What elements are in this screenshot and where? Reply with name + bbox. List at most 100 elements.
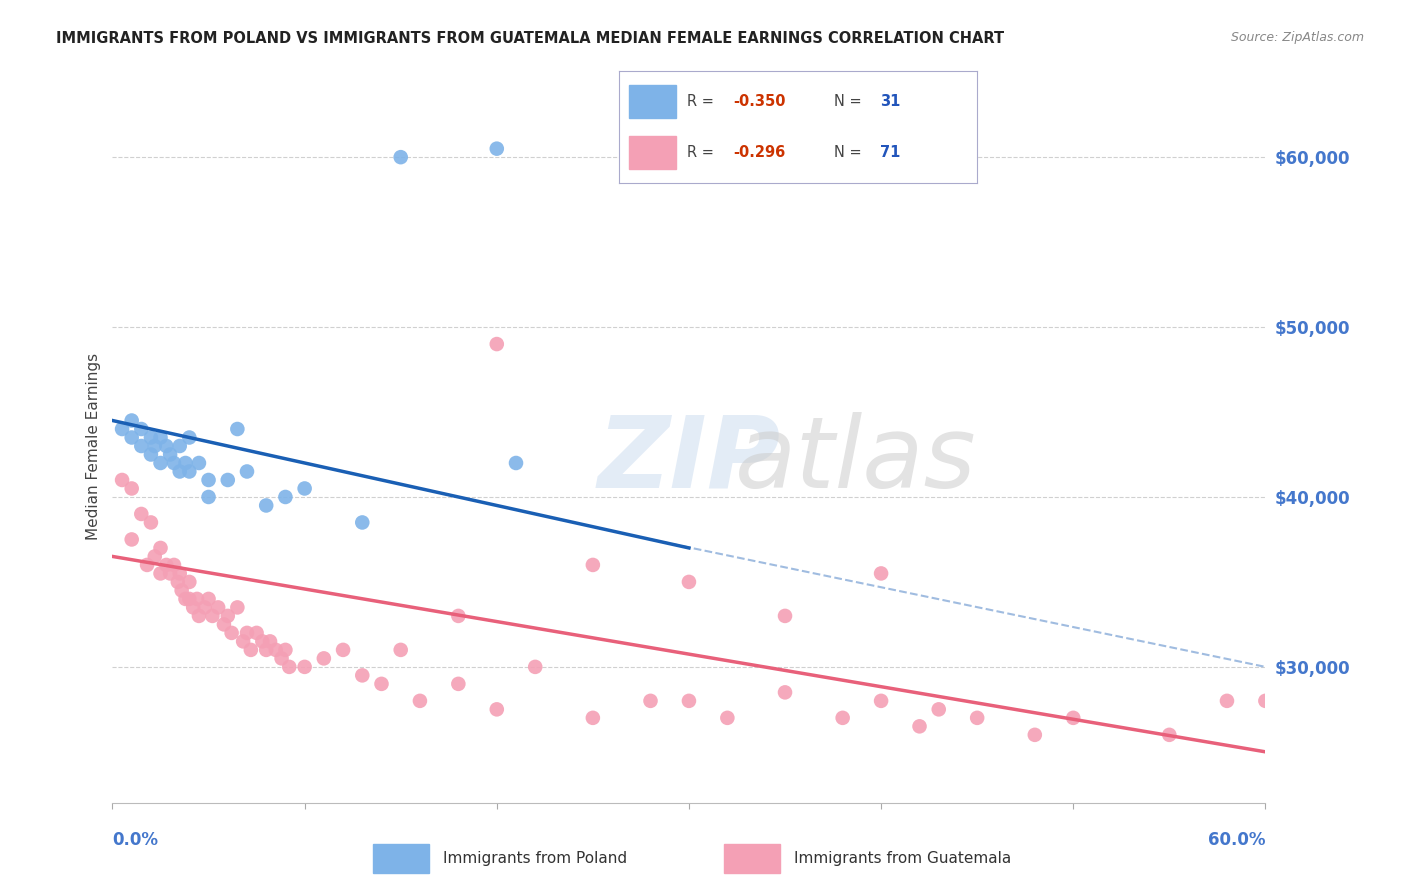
Point — [312, 651, 335, 665]
Point — [129, 439, 153, 453]
Point — [143, 549, 166, 564]
Point — [207, 600, 229, 615]
Point — [389, 643, 412, 657]
Point — [1024, 728, 1046, 742]
Point — [254, 499, 277, 513]
Point — [166, 574, 188, 589]
Point — [582, 711, 605, 725]
Point — [1216, 694, 1239, 708]
Text: -0.296: -0.296 — [734, 145, 786, 161]
Point — [294, 660, 316, 674]
Point — [169, 465, 191, 479]
Point — [716, 711, 738, 725]
Point — [908, 719, 931, 733]
Point — [226, 600, 249, 615]
Point — [181, 600, 204, 615]
Point — [1159, 728, 1181, 742]
Text: Source: ZipAtlas.com: Source: ZipAtlas.com — [1230, 31, 1364, 45]
Point — [187, 608, 211, 623]
Point — [139, 516, 162, 530]
Point — [239, 643, 262, 657]
Point — [129, 422, 153, 436]
Point — [221, 626, 243, 640]
Point — [129, 507, 153, 521]
Point — [773, 608, 796, 623]
Point — [264, 643, 287, 657]
Point — [447, 608, 470, 623]
Text: ZIP: ZIP — [598, 412, 780, 508]
Point — [179, 574, 201, 589]
Point — [169, 439, 191, 453]
Point — [389, 150, 412, 164]
Point — [928, 702, 950, 716]
Point — [245, 626, 267, 640]
Point — [217, 473, 239, 487]
Point — [409, 694, 432, 708]
Point — [149, 430, 172, 444]
Point — [121, 482, 143, 496]
Point — [485, 702, 508, 716]
Y-axis label: Median Female Earnings: Median Female Earnings — [86, 352, 101, 540]
Point — [870, 566, 893, 581]
Point — [194, 600, 217, 615]
Point — [217, 608, 239, 623]
Point — [870, 694, 893, 708]
Point — [197, 591, 219, 606]
Point — [179, 430, 201, 444]
Point — [1062, 711, 1084, 725]
Point — [121, 533, 143, 547]
Point — [370, 677, 392, 691]
Point — [274, 490, 297, 504]
Bar — [630, 85, 676, 119]
Point — [505, 456, 527, 470]
Point — [179, 591, 201, 606]
Point — [163, 558, 186, 572]
Point — [149, 541, 172, 555]
Point — [149, 566, 172, 581]
Text: R =: R = — [686, 94, 718, 109]
Point — [163, 456, 186, 470]
Point — [186, 591, 208, 606]
Point — [1254, 694, 1277, 708]
Point — [136, 558, 159, 572]
Point — [236, 626, 259, 640]
Point — [174, 456, 197, 470]
Point — [174, 591, 197, 606]
Point — [485, 337, 508, 351]
Point — [169, 566, 191, 581]
Text: 60.0%: 60.0% — [1208, 831, 1265, 849]
Point — [159, 566, 181, 581]
Text: -0.350: -0.350 — [734, 94, 786, 109]
Text: 71: 71 — [880, 145, 901, 161]
Bar — [630, 136, 676, 169]
Point — [121, 430, 143, 444]
Point — [179, 465, 201, 479]
Point — [447, 677, 470, 691]
Point — [678, 574, 700, 589]
Point — [678, 694, 700, 708]
Point — [259, 634, 281, 648]
Point — [352, 668, 374, 682]
Point — [352, 516, 374, 530]
Point — [155, 439, 177, 453]
Point — [212, 617, 235, 632]
Point — [278, 660, 301, 674]
Text: N =: N = — [834, 94, 866, 109]
Point — [143, 439, 166, 453]
Point — [226, 422, 249, 436]
Text: 0.0%: 0.0% — [112, 831, 159, 849]
Point — [187, 456, 211, 470]
Point — [139, 448, 162, 462]
Point — [485, 142, 508, 156]
Point — [252, 634, 274, 648]
Bar — [373, 844, 429, 873]
Text: Immigrants from Guatemala: Immigrants from Guatemala — [794, 851, 1012, 866]
Point — [197, 473, 219, 487]
Point — [332, 643, 354, 657]
Text: 31: 31 — [880, 94, 901, 109]
Point — [139, 430, 162, 444]
Point — [582, 558, 605, 572]
Text: atlas: atlas — [735, 412, 977, 508]
Point — [201, 608, 224, 623]
Point — [236, 465, 259, 479]
